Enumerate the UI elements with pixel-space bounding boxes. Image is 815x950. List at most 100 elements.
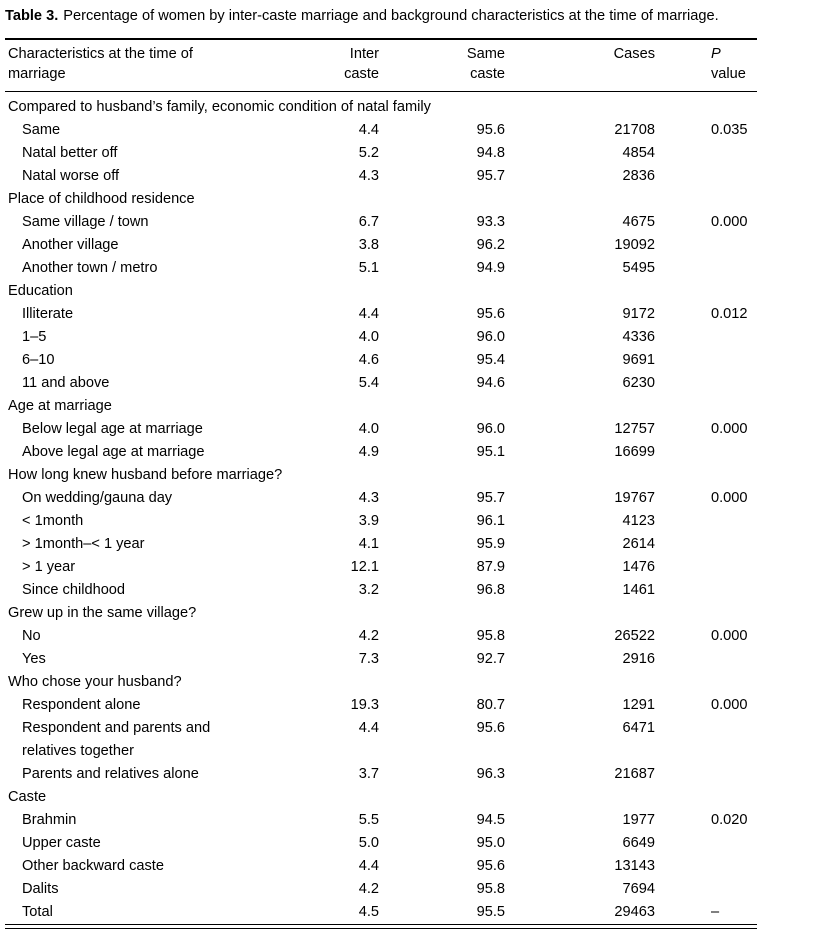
section-header-label: Caste <box>8 789 47 805</box>
p-value: 0.000 <box>711 490 748 506</box>
table-row: Natal worse off 4.3 95.7 2836 <box>5 165 757 188</box>
cases-value: 1461 <box>622 582 655 598</box>
p-value <box>661 372 757 395</box>
section-header-label: Who chose your husband? <box>8 674 182 690</box>
inter-caste-value: 3.8 <box>358 237 379 253</box>
same-caste-value: 95.8 <box>476 628 505 644</box>
cases-value: 19092 <box>614 237 655 253</box>
table-label: Table 3. <box>5 8 59 24</box>
inter-caste-value: 4.1 <box>358 536 379 552</box>
section-header-label: Place of childhood residence <box>8 191 195 207</box>
inter-caste-value: 5.5 <box>358 812 379 828</box>
table-body: Compared to husband’s family, economic c… <box>5 92 757 925</box>
table-row: < 1month 3.9 96.1 4123 <box>5 510 757 533</box>
p-value <box>661 349 757 372</box>
col-cases: Cases <box>511 39 661 92</box>
same-caste-value: 95.9 <box>476 536 505 552</box>
table-row: Brahmin 5.5 94.5 1977 0.020 <box>5 809 757 832</box>
p-value: – <box>711 904 720 920</box>
table-row: Illiterate 4.4 95.6 9172 0.012 <box>5 303 757 326</box>
inter-caste-value: 4.5 <box>358 904 379 920</box>
row-label: Upper caste <box>22 835 101 851</box>
same-caste-value: 96.2 <box>476 237 505 253</box>
inter-caste-value: 4.4 <box>358 306 379 322</box>
col-p-value: P value <box>661 39 757 92</box>
section-header-row: How long knew husband before marriage? <box>5 464 757 487</box>
p-value <box>661 832 757 855</box>
table-row: Upper caste 5.0 95.0 6649 <box>5 832 757 855</box>
cases-value: 6649 <box>622 835 655 851</box>
same-caste-value: 94.5 <box>476 812 505 828</box>
row-label: Above legal age at marriage <box>22 444 205 460</box>
same-caste-value: 87.9 <box>476 559 505 575</box>
same-caste-value: 96.8 <box>476 582 505 598</box>
cases-value: 2614 <box>622 536 655 552</box>
table-row: > 1 year 12.1 87.9 1476 <box>5 556 757 579</box>
row-label: 6–10 <box>22 352 55 368</box>
paper-page: Table 3. Percentage of women by inter-cas… <box>5 8 757 929</box>
cases-value: 6230 <box>622 375 655 391</box>
inter-caste-value: 3.9 <box>358 513 379 529</box>
cases-value: 6471 <box>622 720 655 736</box>
table-row: > 1month–< 1 year 4.1 95.9 2614 <box>5 533 757 556</box>
p-value: 0.020 <box>711 812 748 828</box>
table-bottom-rule <box>5 928 757 929</box>
cases-value: 13143 <box>614 858 655 874</box>
p-value: 0.000 <box>711 628 748 644</box>
same-caste-value: 95.6 <box>476 122 505 138</box>
table-3: Characteristics at the time of marriage … <box>5 38 757 925</box>
inter-caste-value: 3.2 <box>358 582 379 598</box>
p-value <box>661 441 757 464</box>
p-value <box>661 142 757 165</box>
cases-value: 4123 <box>622 513 655 529</box>
same-caste-value: 94.6 <box>476 375 505 391</box>
header-row: Characteristics at the time of marriage … <box>5 39 757 92</box>
p-value: 0.012 <box>711 306 748 322</box>
p-value <box>661 878 757 901</box>
same-caste-value: 95.7 <box>476 168 505 184</box>
table-row: Natal better off 5.2 94.8 4854 <box>5 142 757 165</box>
row-label: On wedding/gauna day <box>22 490 173 506</box>
row-label: Respondent alone <box>22 697 141 713</box>
table-row: Same 4.4 95.6 21708 0.035 <box>5 119 757 142</box>
table-row: Dalits 4.2 95.8 7694 <box>5 878 757 901</box>
cases-value: 4675 <box>622 214 655 230</box>
section-header-row: Education <box>5 280 757 303</box>
inter-caste-value: 4.4 <box>358 858 379 874</box>
inter-caste-value: 4.6 <box>358 352 379 368</box>
col-same-caste: Same caste <box>385 39 511 92</box>
inter-caste-value: 4.0 <box>358 421 379 437</box>
inter-caste-value: 4.3 <box>358 490 379 506</box>
row-label: Another village <box>22 237 119 253</box>
inter-caste-value: 4.0 <box>358 329 379 345</box>
cases-value: 12757 <box>614 421 655 437</box>
row-label: Yes <box>22 651 46 667</box>
table-row: Another town / metro 5.1 94.9 5495 <box>5 257 757 280</box>
cases-value: 26522 <box>614 628 655 644</box>
row-label: < 1month <box>22 513 84 529</box>
p-value <box>661 234 757 257</box>
inter-caste-value: 5.0 <box>358 835 379 851</box>
row-label: Same <box>22 122 61 138</box>
section-header-label: Compared to husband’s family, economic c… <box>8 99 431 115</box>
same-caste-value: 95.6 <box>476 306 505 322</box>
row-label: Brahmin <box>22 812 77 828</box>
inter-caste-value: 19.3 <box>350 697 379 713</box>
table-row: Other backward caste 4.4 95.6 13143 <box>5 855 757 878</box>
row-label: 11 and above <box>22 375 110 391</box>
inter-caste-value: 4.9 <box>358 444 379 460</box>
table-row: 1–5 4.0 96.0 4336 <box>5 326 757 349</box>
p-value: 0.000 <box>711 421 748 437</box>
cases-value: 9691 <box>622 352 655 368</box>
row-label: Same village / town <box>22 214 149 230</box>
inter-caste-value: 4.2 <box>358 881 379 897</box>
inter-caste-value: 3.7 <box>358 766 379 782</box>
row-label: > 1 year <box>22 559 76 575</box>
table-row: Yes 7.3 92.7 2916 <box>5 648 757 671</box>
col-inter-caste: Inter caste <box>340 39 385 92</box>
table-row: Same village / town 6.7 93.3 4675 0.000 <box>5 211 757 234</box>
p-value-rest: value <box>711 66 746 82</box>
section-header-row: Grew up in the same village? <box>5 602 757 625</box>
p-value <box>661 763 757 786</box>
p-value <box>661 648 757 671</box>
